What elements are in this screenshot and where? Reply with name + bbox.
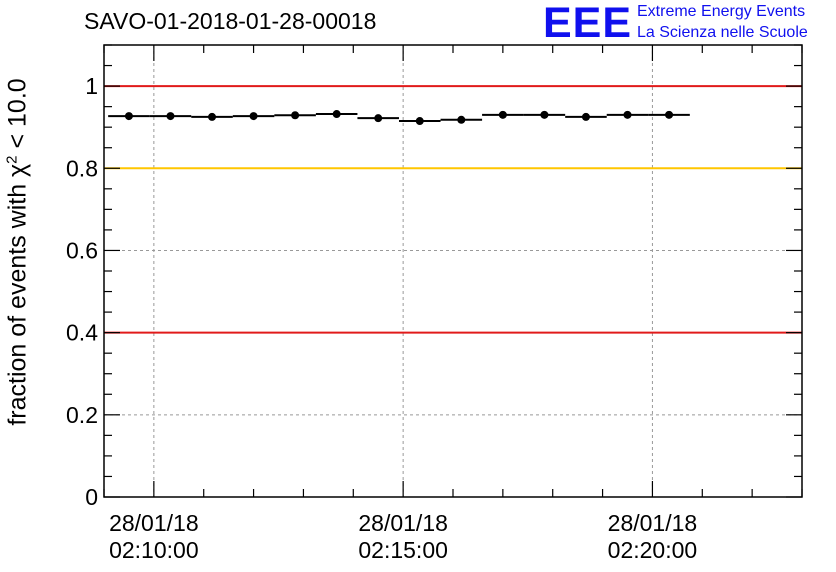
data-point <box>540 110 549 119</box>
plot-title: SAVO-01-2018-01-28-00018 <box>84 8 377 34</box>
data-point <box>249 112 258 121</box>
plot-frame <box>103 44 803 498</box>
x-tick-label-date: 28/01/18 <box>608 510 698 536</box>
data-point <box>498 110 507 119</box>
x-tick-label-time: 02:15:00 <box>358 537 448 563</box>
y-tick-label: 0.2 <box>66 402 98 428</box>
data-point <box>208 112 217 121</box>
data-point <box>623 110 632 119</box>
x-tick-label-time: 02:20:00 <box>608 537 698 563</box>
y-tick-label: 0.4 <box>66 320 98 346</box>
data-point <box>332 110 341 119</box>
logo-caption-line1: Extreme Energy Events <box>637 3 806 20</box>
data-point <box>166 112 175 121</box>
data-point <box>581 112 590 121</box>
tick-layer <box>103 44 803 498</box>
y-tick-label: 0 <box>85 484 98 510</box>
label-layer: 00.20.40.60.8128/01/1802:10:0028/01/1802… <box>66 73 697 563</box>
y-tick-label: 0.6 <box>66 237 98 263</box>
x-tick-label-date: 28/01/18 <box>358 510 448 536</box>
data-point <box>457 115 466 124</box>
data-layer <box>108 110 690 126</box>
eee-logo: EEE <box>543 0 633 47</box>
grid-layer <box>104 45 802 497</box>
y-tick-label: 1 <box>85 73 98 99</box>
x-tick-label-date: 28/01/18 <box>109 510 199 536</box>
data-point <box>415 117 424 126</box>
logo-caption-line2: La Scienza nelle Scuole <box>637 24 808 41</box>
x-tick-label-time: 02:10:00 <box>109 537 199 563</box>
y-tick-label: 0.8 <box>66 155 98 181</box>
data-point <box>291 111 300 120</box>
reference-lines <box>104 85 802 334</box>
data-point <box>665 110 674 119</box>
data-point <box>374 114 383 123</box>
data-point <box>124 112 133 121</box>
